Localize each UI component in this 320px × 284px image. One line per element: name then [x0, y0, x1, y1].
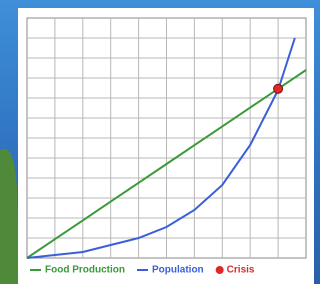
- landscape: [0, 149, 18, 284]
- chart: Food Production Population Crisis: [0, 0, 314, 284]
- legend-swatch: [216, 266, 224, 274]
- legend-label: Population: [152, 265, 204, 276]
- legend-label: Food Production: [45, 265, 125, 276]
- crisis-point: [274, 84, 283, 93]
- page: {"chart_data": {"type": "line", "x": [0,…: [0, 0, 314, 284]
- legend-label: Crisis: [227, 265, 255, 276]
